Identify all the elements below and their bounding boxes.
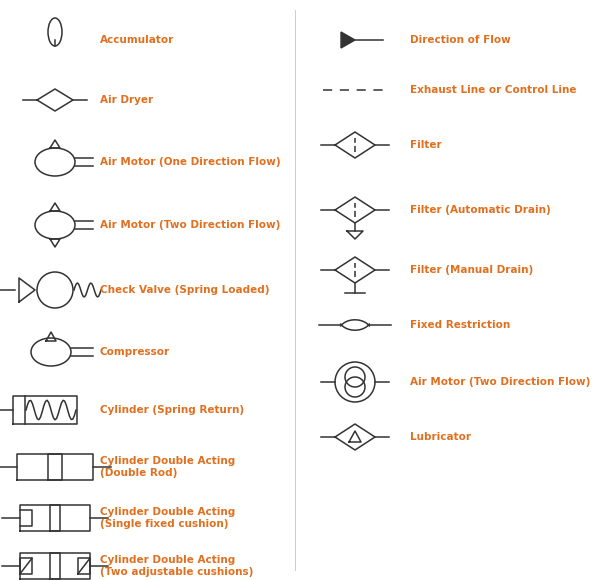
Text: Filter (Manual Drain): Filter (Manual Drain) [410,265,533,275]
Polygon shape [341,32,355,48]
Text: Air Motor (One Direction Flow): Air Motor (One Direction Flow) [100,157,281,167]
Text: Filter: Filter [410,140,442,150]
Text: Fixed Restriction: Fixed Restriction [410,320,510,330]
Text: Cylinder Double Acting
(Single fixed cushion): Cylinder Double Acting (Single fixed cus… [100,507,235,529]
Text: Air Motor (Two Direction Flow): Air Motor (Two Direction Flow) [100,220,280,230]
Text: Air Dryer: Air Dryer [100,95,153,105]
Text: Cylinder Double Acting
(Two adjustable cushions): Cylinder Double Acting (Two adjustable c… [100,555,253,577]
Text: Filter (Automatic Drain): Filter (Automatic Drain) [410,205,551,215]
Text: Check Valve (Spring Loaded): Check Valve (Spring Loaded) [100,285,269,295]
Text: Exhaust Line or Control Line: Exhaust Line or Control Line [410,85,577,95]
Text: Lubricator: Lubricator [410,432,471,442]
Text: Direction of Flow: Direction of Flow [410,35,511,45]
Text: Cylinder Double Acting
(Double Rod): Cylinder Double Acting (Double Rod) [100,456,235,478]
Text: Air Motor (Two Direction Flow): Air Motor (Two Direction Flow) [410,377,590,387]
Text: Accumulator: Accumulator [100,35,174,45]
Text: Compressor: Compressor [100,347,170,357]
Text: Cylinder (Spring Return): Cylinder (Spring Return) [100,405,244,415]
